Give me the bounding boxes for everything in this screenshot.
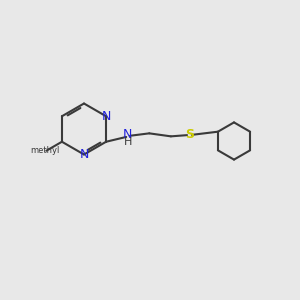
Text: N: N <box>101 110 111 123</box>
Text: S: S <box>185 128 194 141</box>
Text: N: N <box>123 128 132 141</box>
Text: N: N <box>79 148 89 161</box>
Text: methyl: methyl <box>30 146 59 155</box>
Text: H: H <box>124 137 132 147</box>
